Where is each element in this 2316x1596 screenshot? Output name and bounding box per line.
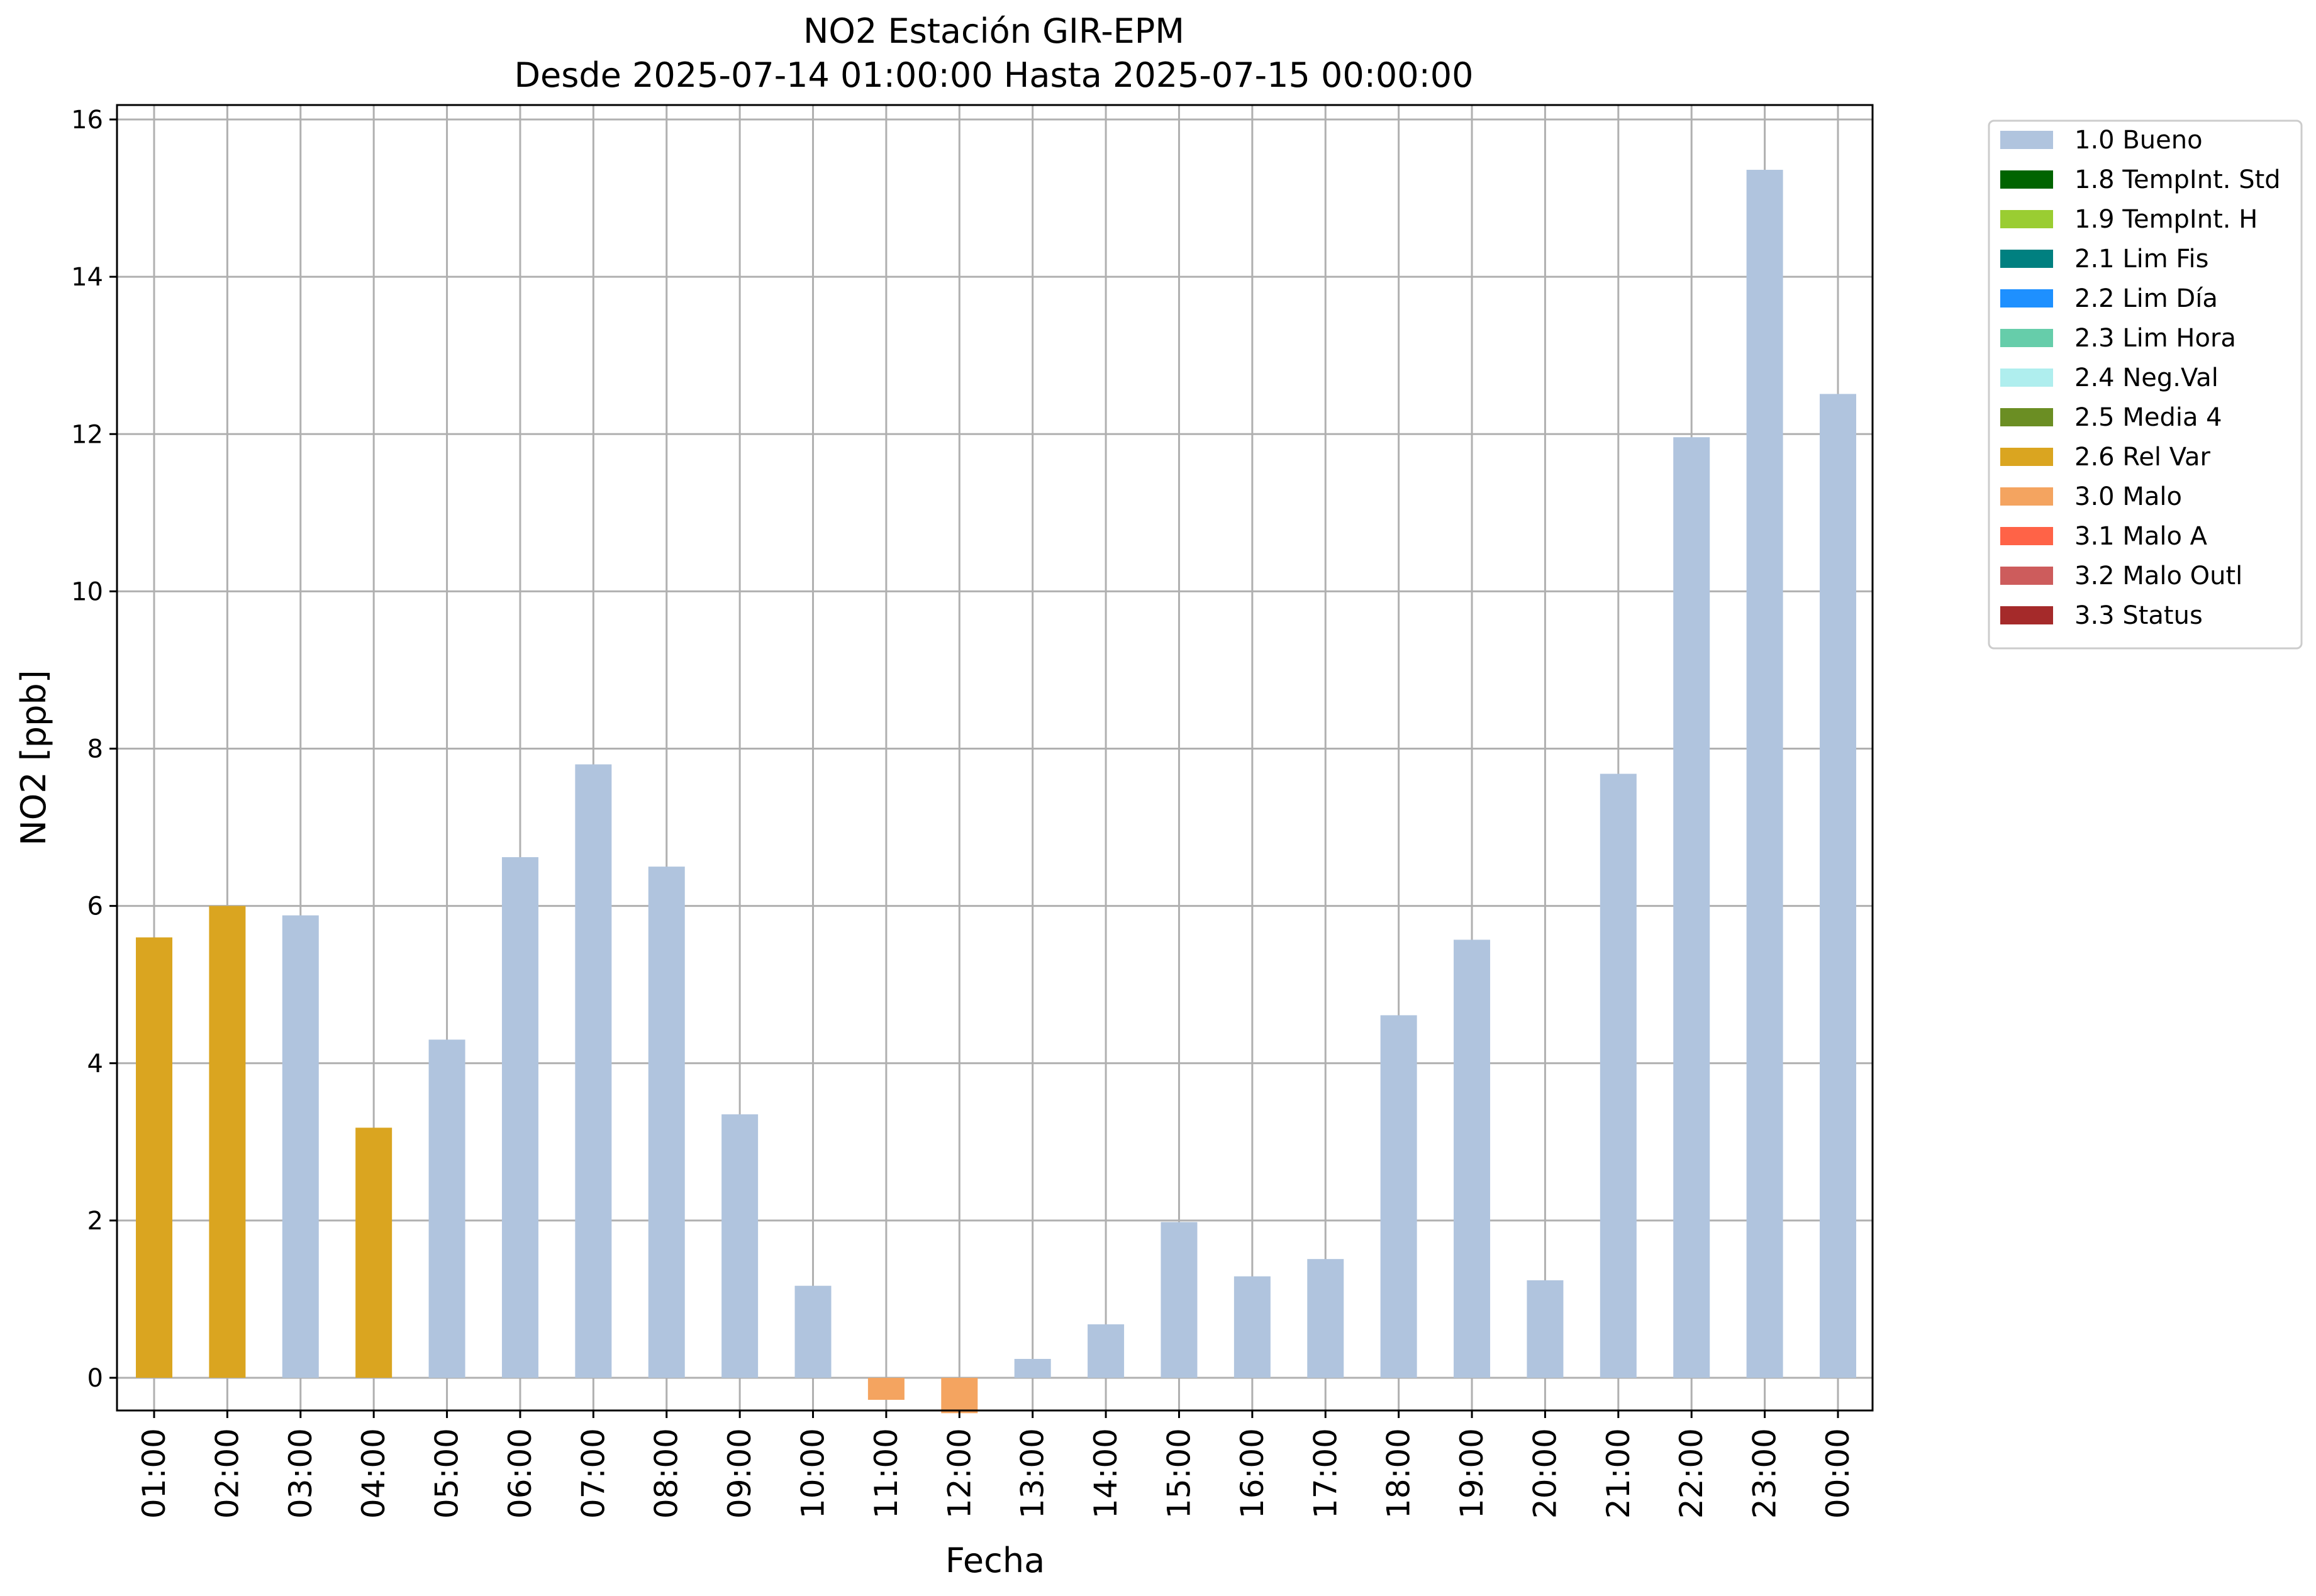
plot-frame [116, 104, 1874, 1412]
legend-swatch [2000, 289, 2053, 308]
legend-label: 1.8 TempInt. Std [2074, 165, 2281, 194]
legend-swatch [2000, 448, 2053, 466]
x-tick-label: 21:00 [1600, 1428, 1637, 1519]
bar-19:00 [1454, 939, 1491, 1378]
x-tick-label: 23:00 [1747, 1428, 1783, 1519]
legend-swatch [2000, 131, 2053, 149]
x-tick-label: 08:00 [649, 1428, 685, 1519]
bar-12:00 [941, 1378, 978, 1414]
legend-label: 3.3 Status [2074, 601, 2203, 630]
legend-swatch [2000, 487, 2053, 506]
legend-label: 3.1 Malo A [2074, 522, 2208, 551]
bar-10:00 [794, 1285, 832, 1378]
bar-18:00 [1380, 1015, 1417, 1378]
x-tick-label: 03:00 [282, 1428, 319, 1519]
legend-swatch [2000, 527, 2053, 545]
legend-box [1988, 119, 2303, 650]
y-tick-label: 6 [87, 892, 103, 921]
chart-subtitle: Desde 2025-07-14 01:00:00 Hasta 2025-07-… [514, 55, 1473, 95]
legend-swatch [2000, 250, 2053, 268]
legend-swatch [2000, 606, 2053, 624]
x-tick-label: 12:00 [941, 1428, 977, 1519]
legend-label: 2.5 Media 4 [2074, 403, 2222, 432]
bar-13:00 [1014, 1358, 1051, 1378]
x-tick-label: 20:00 [1527, 1428, 1563, 1519]
bar-11:00 [867, 1378, 905, 1400]
y-tick-label: 12 [71, 420, 103, 449]
bar-09:00 [721, 1114, 759, 1378]
legend-label: 2.3 Lim Hora [2074, 324, 2236, 353]
bar-08:00 [648, 867, 685, 1378]
x-tick-label: 07:00 [575, 1428, 611, 1519]
y-tick-label: 10 [71, 577, 103, 606]
x-tick-label: 14:00 [1088, 1428, 1124, 1519]
x-tick-label: 01:00 [136, 1428, 172, 1519]
bar-20:00 [1527, 1280, 1564, 1378]
y-tick-label: 8 [87, 735, 103, 764]
bar-16:00 [1233, 1276, 1271, 1378]
x-tick-label: 16:00 [1234, 1428, 1271, 1519]
axis-ticks: 0 2 4 6 8 10 12 14 16 01:00 02:00 03:00 04:00 05:00 06… [71, 106, 1856, 1519]
bar-06:00 [501, 857, 538, 1378]
legend-label: 2.1 Lim Fis [2074, 245, 2208, 274]
bar-04:00 [355, 1128, 392, 1378]
legend-swatch [2000, 210, 2053, 228]
bar-00:00 [1820, 394, 1856, 1378]
x-tick-label: 00:00 [1820, 1428, 1856, 1519]
legend-swatch [2000, 329, 2053, 347]
legend-swatch [2000, 408, 2053, 426]
bar-15:00 [1161, 1222, 1198, 1378]
x-tick-label: 13:00 [1015, 1428, 1051, 1519]
y-tick-label: 16 [71, 106, 103, 135]
x-tick-label: 02:00 [209, 1428, 245, 1519]
legend-label: 3.2 Malo Outl [2074, 562, 2242, 590]
legend-swatch [2000, 369, 2053, 387]
x-tick-label: 10:00 [795, 1428, 832, 1519]
bar-05:00 [428, 1039, 465, 1378]
x-tick-label: 11:00 [868, 1428, 905, 1519]
legend-label: 2.4 Neg.Val [2074, 363, 2219, 392]
y-axis-label: NO2 [ppb] [14, 670, 53, 845]
y-tick-label: 2 [87, 1207, 103, 1236]
legend: 1.0 Bueno 1.8 TempInt. Std 1.9 TempInt. H 2… [1988, 119, 2303, 650]
y-tick-label: 0 [87, 1364, 103, 1393]
legend-label: 2.2 Lim Día [2074, 284, 2218, 313]
bar-07:00 [575, 764, 612, 1378]
legend-label: 2.6 Rel Var [2074, 443, 2211, 472]
x-tick-label: 19:00 [1454, 1428, 1490, 1519]
bar-02:00 [209, 906, 246, 1378]
legend-swatch [2000, 170, 2053, 189]
chart-title: NO2 Estación GIR-EPM [803, 11, 1184, 51]
x-tick-label: 22:00 [1673, 1428, 1710, 1519]
bars [136, 170, 1856, 1414]
x-tick-label: 06:00 [502, 1428, 538, 1519]
legend-swatch [2000, 567, 2053, 585]
legend-label: 3.0 Malo [2074, 482, 2182, 511]
y-tick-label: 4 [87, 1050, 103, 1078]
bar-14:00 [1088, 1324, 1125, 1378]
legend-label: 1.9 TempInt. H [2074, 205, 2258, 234]
y-tick-label: 14 [71, 263, 103, 292]
bar-17:00 [1307, 1259, 1344, 1378]
x-tick-label: 09:00 [721, 1428, 758, 1519]
bar-01:00 [136, 937, 172, 1378]
x-tick-label: 18:00 [1381, 1428, 1417, 1519]
legend-label: 1.0 Bueno [2074, 126, 2203, 155]
bar-21:00 [1600, 773, 1637, 1378]
x-tick-label: 15:00 [1161, 1428, 1197, 1519]
x-tick-label: 04:00 [355, 1428, 392, 1519]
x-axis-label: Fecha [945, 1541, 1045, 1580]
x-tick-label: 05:00 [429, 1428, 465, 1519]
x-tick-label: 17:00 [1307, 1428, 1344, 1519]
bar-22:00 [1673, 437, 1710, 1378]
bar-03:00 [282, 915, 319, 1378]
bar-23:00 [1746, 170, 1783, 1378]
